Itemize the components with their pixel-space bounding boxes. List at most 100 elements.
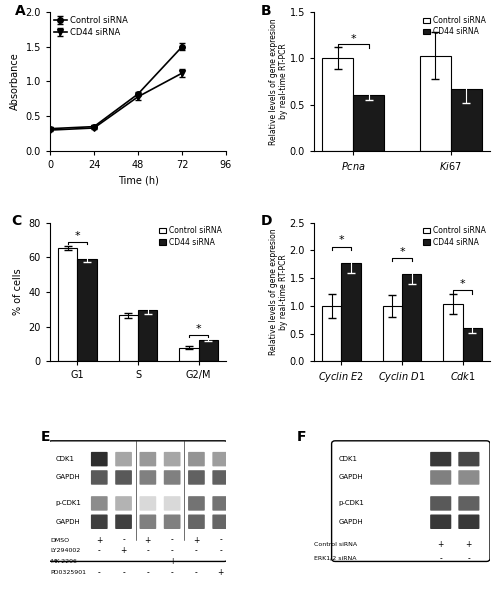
- Text: -: -: [98, 546, 100, 555]
- X-axis label: Time (h): Time (h): [118, 176, 158, 185]
- FancyBboxPatch shape: [212, 470, 229, 485]
- FancyBboxPatch shape: [188, 496, 205, 510]
- Text: -: -: [171, 568, 173, 577]
- FancyBboxPatch shape: [91, 515, 108, 529]
- Text: -: -: [122, 536, 125, 545]
- Text: LY294002: LY294002: [50, 548, 80, 553]
- Text: F: F: [296, 430, 306, 444]
- Legend: Control siRNA, CD44 siRNA: Control siRNA, CD44 siRNA: [422, 226, 486, 247]
- Text: *: *: [338, 236, 344, 245]
- Bar: [322, 59, 353, 151]
- Text: GAPDH: GAPDH: [56, 519, 80, 525]
- Text: -: -: [220, 536, 222, 545]
- Text: ERK1/2 siRNA: ERK1/2 siRNA: [314, 556, 356, 561]
- Bar: [118, 315, 138, 361]
- Text: C: C: [12, 214, 22, 228]
- Text: *: *: [460, 279, 466, 289]
- FancyBboxPatch shape: [332, 441, 490, 562]
- FancyBboxPatch shape: [91, 470, 108, 485]
- Text: +: +: [438, 540, 444, 549]
- Text: MK-2206: MK-2206: [50, 559, 77, 564]
- Text: CDK1: CDK1: [338, 456, 357, 462]
- FancyBboxPatch shape: [140, 452, 156, 466]
- Text: B: B: [261, 4, 272, 18]
- FancyBboxPatch shape: [430, 470, 452, 485]
- FancyBboxPatch shape: [188, 470, 205, 485]
- FancyBboxPatch shape: [212, 515, 229, 529]
- FancyBboxPatch shape: [140, 496, 156, 510]
- FancyBboxPatch shape: [430, 496, 452, 510]
- Text: +: +: [169, 557, 175, 566]
- Legend: Control siRNA, CD44 siRNA: Control siRNA, CD44 siRNA: [422, 16, 486, 36]
- Text: -: -: [440, 554, 442, 563]
- FancyBboxPatch shape: [115, 470, 132, 485]
- Text: -: -: [98, 568, 100, 577]
- FancyBboxPatch shape: [188, 515, 205, 529]
- Bar: [78, 259, 97, 361]
- FancyBboxPatch shape: [458, 496, 479, 510]
- Text: +: +: [466, 540, 472, 549]
- Text: +: +: [144, 536, 151, 545]
- FancyBboxPatch shape: [164, 515, 180, 529]
- Text: *: *: [399, 246, 405, 257]
- Y-axis label: % of cells: % of cells: [13, 269, 23, 315]
- Bar: [138, 310, 158, 361]
- Text: D: D: [261, 214, 272, 228]
- Text: -: -: [146, 546, 149, 555]
- Text: +: +: [96, 536, 102, 545]
- Text: -: -: [122, 557, 125, 566]
- Bar: [322, 306, 342, 361]
- Text: -: -: [195, 568, 198, 577]
- Y-axis label: Relative levels of gene expresion
by real-time RT-PCR: Relative levels of gene expresion by rea…: [268, 229, 288, 355]
- FancyBboxPatch shape: [115, 452, 132, 466]
- Y-axis label: Absorbance: Absorbance: [10, 53, 20, 111]
- Text: -: -: [171, 546, 173, 555]
- FancyBboxPatch shape: [458, 452, 479, 466]
- FancyBboxPatch shape: [164, 470, 180, 485]
- Legend: Control siRNA, CD44 siRNA: Control siRNA, CD44 siRNA: [54, 16, 128, 37]
- FancyBboxPatch shape: [458, 470, 479, 485]
- Legend: Control siRNA, CD44 siRNA: Control siRNA, CD44 siRNA: [158, 226, 222, 247]
- Bar: [179, 347, 199, 361]
- Y-axis label: Relative levels of gene expresion
by real-time RT-PCR: Relative levels of gene expresion by rea…: [269, 18, 288, 145]
- Text: Control siRNA: Control siRNA: [314, 542, 357, 547]
- Text: GAPDH: GAPDH: [56, 475, 80, 480]
- Text: -: -: [98, 557, 100, 566]
- Text: +: +: [218, 568, 224, 577]
- Bar: [382, 306, 402, 361]
- Bar: [462, 328, 482, 361]
- FancyBboxPatch shape: [115, 515, 132, 529]
- Text: *: *: [196, 324, 202, 333]
- FancyBboxPatch shape: [164, 496, 180, 510]
- Text: +: +: [193, 536, 200, 545]
- Text: -: -: [195, 546, 198, 555]
- Bar: [353, 95, 384, 151]
- Text: -: -: [146, 568, 149, 577]
- Text: E: E: [41, 430, 50, 444]
- Text: -: -: [146, 557, 149, 566]
- FancyBboxPatch shape: [140, 515, 156, 529]
- FancyBboxPatch shape: [458, 515, 479, 529]
- Bar: [420, 56, 451, 151]
- Bar: [342, 263, 361, 361]
- FancyBboxPatch shape: [48, 441, 228, 562]
- Text: PD0325901: PD0325901: [50, 570, 86, 574]
- Text: -: -: [220, 557, 222, 566]
- FancyBboxPatch shape: [430, 452, 452, 466]
- Text: *: *: [350, 34, 356, 43]
- Text: *: *: [74, 231, 80, 241]
- Text: GAPDH: GAPDH: [338, 519, 363, 525]
- Text: GAPDH: GAPDH: [338, 475, 363, 480]
- Bar: [451, 89, 482, 151]
- FancyBboxPatch shape: [91, 452, 108, 466]
- Text: p-CDK1: p-CDK1: [338, 501, 364, 506]
- Bar: [443, 304, 462, 361]
- FancyBboxPatch shape: [91, 496, 108, 510]
- FancyBboxPatch shape: [188, 452, 205, 466]
- FancyBboxPatch shape: [212, 496, 229, 510]
- Text: A: A: [15, 4, 26, 18]
- Text: -: -: [220, 546, 222, 555]
- Text: p-CDK1: p-CDK1: [56, 501, 81, 506]
- FancyBboxPatch shape: [140, 470, 156, 485]
- FancyBboxPatch shape: [115, 496, 132, 510]
